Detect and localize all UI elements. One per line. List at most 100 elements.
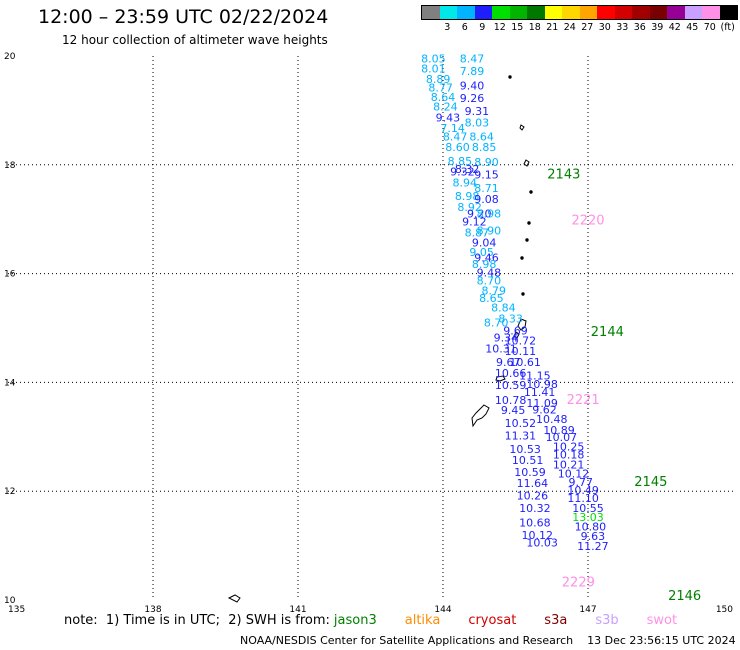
satellite-name: altika [404,613,441,628]
wave-height-point: 8.70 [484,316,509,329]
wave-height-point: 9.05 [469,246,494,259]
wave-height-point: 8.77 [428,81,453,94]
wave-height-point: 10.53 [509,443,541,456]
legend-label: 42 [668,22,681,33]
legend-swatch [492,6,510,19]
wave-height-point: 8.90 [477,224,502,237]
color-legend: 3 6 9 12 15 18 21 24 27 30 33 36 39 42 45 70 (ft) [421,5,738,33]
wave-height-point: 8.87 [465,227,490,240]
island-dot [521,292,525,296]
legend-swatch [597,6,615,19]
island-dot [529,190,533,194]
wave-height-point: 9.34 [494,332,519,345]
island-saipan [517,318,527,331]
pass-number-label: 2145 [634,475,667,490]
wave-height-point: 9.15 [474,168,499,181]
wave-height-point: 8.94 [453,177,478,190]
legend-swatch [684,6,702,19]
wave-height-point: 10.55 [572,502,604,515]
legend-label: 12 [493,22,506,33]
wave-height-point: 10.89 [543,424,575,437]
legend-label: 6 [461,22,468,33]
wave-height-point: 8.98 [477,208,502,221]
wave-height-point: 8.01 [421,62,446,75]
wave-height-point: 9.12 [462,216,487,229]
wave-height-point: 9.63 [581,530,606,543]
wave-height-point: 8.85 [472,141,497,154]
legend-label: 45 [686,22,699,33]
island-guam [471,404,490,428]
legend-swatch [632,6,650,19]
legend-swatch [457,6,475,19]
wave-height-point: 10.59 [495,379,527,392]
wave-height-point: 9.45 [501,404,526,417]
legend-color-bar [421,5,738,20]
x-tick-label: 144 [434,605,451,615]
wave-height-point: 11.15 [519,370,551,383]
island-dot [527,221,531,225]
wave-height-point: 7.89 [460,65,485,78]
wave-height-point: 8.60 [445,141,470,154]
wave-height-point: 10.12 [522,529,554,542]
x-tick-label: 141 [289,605,306,615]
wave-height-point: 8.65 [479,292,504,305]
island-tinian [513,331,520,339]
wave-height-point: 9.31 [465,105,490,118]
x-tick-label: 150 [716,605,733,615]
wave-height-point: 11.27 [577,540,609,553]
pass-number-label: 2221 [567,393,600,408]
grid-lines [8,56,733,600]
wave-height-point: 10.31 [485,342,517,355]
legend-label: 15 [511,22,524,33]
wave-height-point: 10.18 [553,449,585,462]
island-dot [525,238,529,242]
legend-label: 3 [444,22,451,33]
legend-swatch [422,6,440,19]
wave-height-point: 11.64 [517,477,549,490]
satellite-name: swot [646,613,678,628]
wave-height-point: 10.68 [519,517,551,530]
wave-height-point: 9.40 [460,80,485,93]
satellite-list: jason3 altika cryosat s3a s3b swot [330,613,677,628]
wave-height-point: 9.26 [460,92,485,105]
wave-height-point: 9.69 [503,325,528,338]
y-tick-label: 12 [4,487,15,497]
wave-height-point: 9.43 [436,111,461,124]
legend-label: 39 [651,22,664,33]
y-tick-label: 10 [4,596,16,606]
wave-height-labels: 8.05 8.478.01 7.898.899.408.778.64 9.268.24… [421,53,608,553]
legend-swatch [614,6,632,19]
legend-label: 30 [598,22,611,33]
wave-height-point: 9.46 [474,252,499,265]
wave-height-point: 10.48 [536,413,568,426]
pass-number-label: 2143 [547,167,580,182]
satellite-name: cryosat [468,613,517,628]
legend-label: 70 [703,22,716,33]
wave-height-point: 8.90 [474,156,499,169]
wave-height-point: 8.24 [433,100,458,113]
legend-swatch [649,6,667,19]
legend-swatch [527,6,545,19]
wave-height-point: 10.52 [505,417,537,430]
wave-height-point: 10.49 [567,484,599,497]
legend-labels: 3 6 9 12 15 18 21 24 27 30 33 36 39 42 45 70 (ft) [421,22,738,33]
wave-height-point: 10.66 [495,367,527,380]
pass-number-label: 2144 [591,325,624,340]
wave-height-point: 11.10 [567,492,599,505]
legend-label: 9 [479,22,486,33]
y-tick-label: 16 [4,270,16,280]
wave-height-point: 13.03 [572,511,604,524]
wave-height-point: 10.32 [519,502,551,515]
wave-height-point: 8.47 [460,53,485,66]
wave-height-point: 10.26 [517,489,549,502]
legend-swatch [474,6,492,19]
chart-title: 12:00 – 23:59 UTC 02/22/2024 [38,6,329,28]
y-tick-label: 18 [4,161,16,171]
wave-height-point: 10.80 [575,520,607,533]
wave-height-point: 9.32 [450,166,475,179]
wave-height-point: 8.79 [482,284,507,297]
axis-tick-labels: 135 138 141 144 147 150 20 18 16 14 12 10 [4,52,733,615]
wave-height-point: 8.64 [431,91,456,104]
wave-height-point: 11.09 [526,397,558,410]
